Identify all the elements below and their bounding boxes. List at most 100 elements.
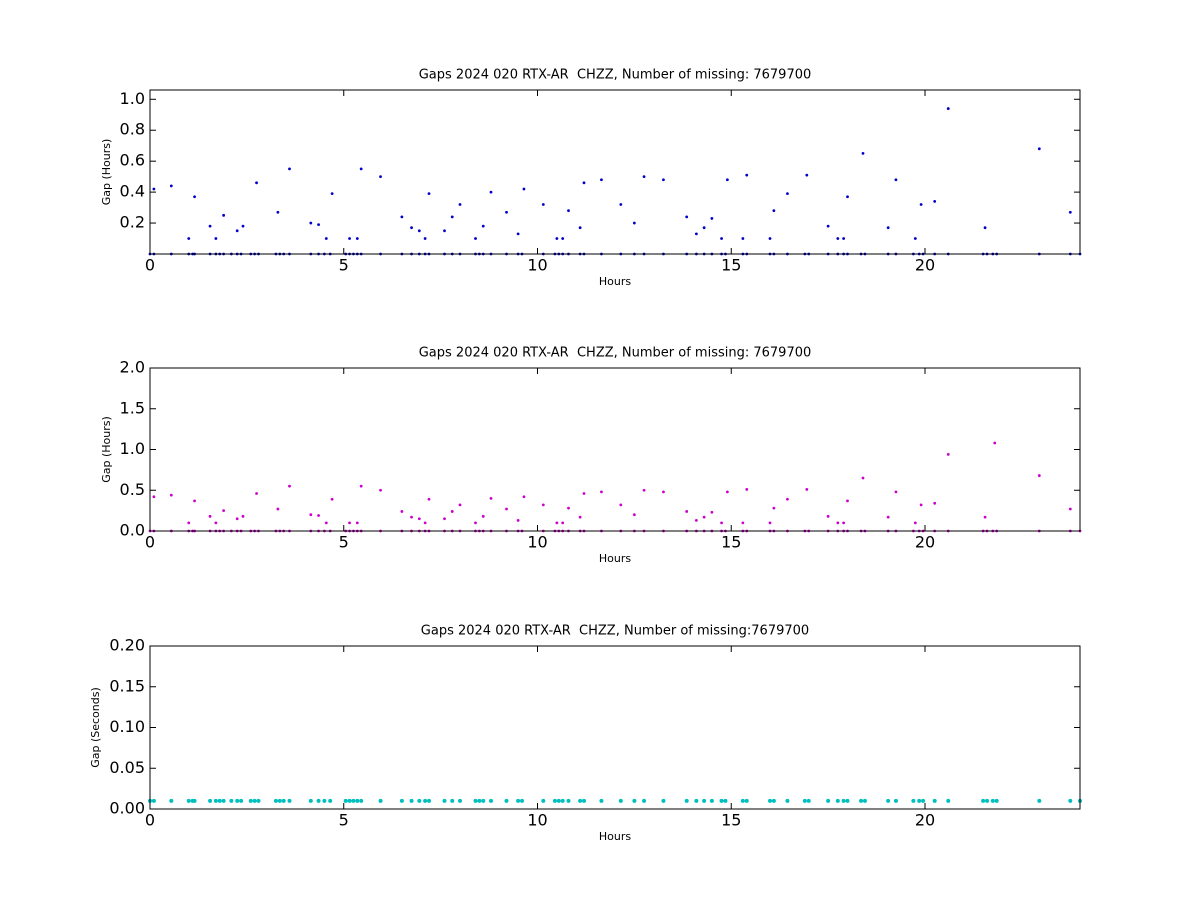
point [709, 798, 714, 803]
point [450, 510, 454, 513]
point [187, 237, 191, 240]
plot-frame [149, 645, 1081, 810]
point [287, 798, 292, 803]
point [805, 173, 809, 177]
point [685, 215, 689, 219]
point [578, 798, 583, 803]
point [768, 798, 772, 803]
point [423, 521, 427, 525]
y-tick-label: 0.00 [109, 799, 145, 818]
point [719, 798, 724, 803]
point [771, 798, 776, 803]
point [842, 237, 846, 240]
point [308, 798, 313, 803]
point [152, 187, 156, 191]
point [152, 495, 156, 499]
y-tick-label: 0.05 [109, 758, 145, 777]
y-tick-label: 0.4 [120, 182, 145, 201]
y-axis-label: Gap (Hours) [100, 416, 113, 483]
point [694, 519, 698, 522]
point [600, 178, 603, 182]
point [632, 221, 636, 225]
point [309, 221, 313, 225]
point [417, 517, 421, 521]
point [618, 798, 623, 803]
y-tick-label: 0.0 [120, 521, 145, 540]
point [859, 798, 864, 803]
point [861, 476, 865, 480]
chart-title: Gaps 2024 020 RTX-AR CHZZ, Number of mis… [419, 68, 812, 83]
y-tick-label: 1.0 [120, 439, 145, 458]
x-tick-label: 20 [915, 533, 935, 552]
y-tick-label: 0.6 [120, 151, 145, 170]
point [919, 503, 923, 507]
point [520, 798, 524, 803]
x-tick-label: 0 [145, 256, 155, 275]
chart-title: Gaps 2024 020 RTX-AR CHZZ, Number of mis… [419, 346, 812, 361]
point [417, 798, 422, 803]
point [983, 515, 987, 519]
point [894, 178, 898, 182]
y-tick-label: 0.5 [120, 480, 145, 499]
point [582, 492, 586, 495]
x-tick-label: 20 [915, 256, 935, 275]
point [481, 514, 485, 518]
y-tick-label: 1.0 [120, 89, 145, 108]
point [768, 521, 772, 525]
point [255, 181, 258, 185]
point [400, 510, 404, 513]
point [802, 798, 807, 803]
point [662, 178, 665, 182]
point [458, 798, 462, 803]
point [917, 798, 922, 803]
point [702, 226, 706, 230]
x-tick-label: 10 [527, 533, 547, 552]
point [826, 514, 830, 518]
point [481, 798, 486, 803]
point [786, 192, 789, 196]
point [994, 798, 999, 803]
point [504, 798, 509, 803]
point [324, 237, 328, 240]
point [805, 488, 809, 491]
point [322, 798, 327, 803]
point [229, 798, 234, 803]
point [443, 229, 446, 233]
point [208, 514, 212, 518]
point [241, 514, 245, 518]
point [379, 488, 382, 492]
point [826, 798, 831, 803]
point [417, 229, 421, 233]
point [309, 513, 313, 517]
point [288, 167, 291, 171]
point [745, 488, 749, 491]
x-tick-label: 15 [721, 811, 741, 830]
point [473, 798, 478, 803]
point [578, 515, 582, 519]
x-tick-label: 10 [527, 811, 547, 830]
point [993, 441, 997, 445]
point [836, 521, 840, 525]
point [541, 798, 546, 803]
point [702, 798, 707, 803]
point [1037, 474, 1041, 477]
y-tick-label: 1.5 [120, 398, 145, 417]
point [1037, 798, 1042, 803]
point [990, 798, 995, 803]
point [836, 237, 840, 240]
point [946, 107, 950, 110]
point [946, 452, 950, 456]
point [221, 798, 226, 803]
point [450, 215, 454, 219]
point [600, 490, 603, 494]
points [148, 798, 1082, 803]
point [505, 210, 508, 214]
point [359, 167, 363, 171]
point [845, 798, 850, 803]
point [248, 798, 253, 803]
point [981, 798, 986, 803]
point [222, 213, 226, 217]
point [316, 798, 321, 803]
point [661, 798, 666, 803]
point [477, 798, 482, 803]
